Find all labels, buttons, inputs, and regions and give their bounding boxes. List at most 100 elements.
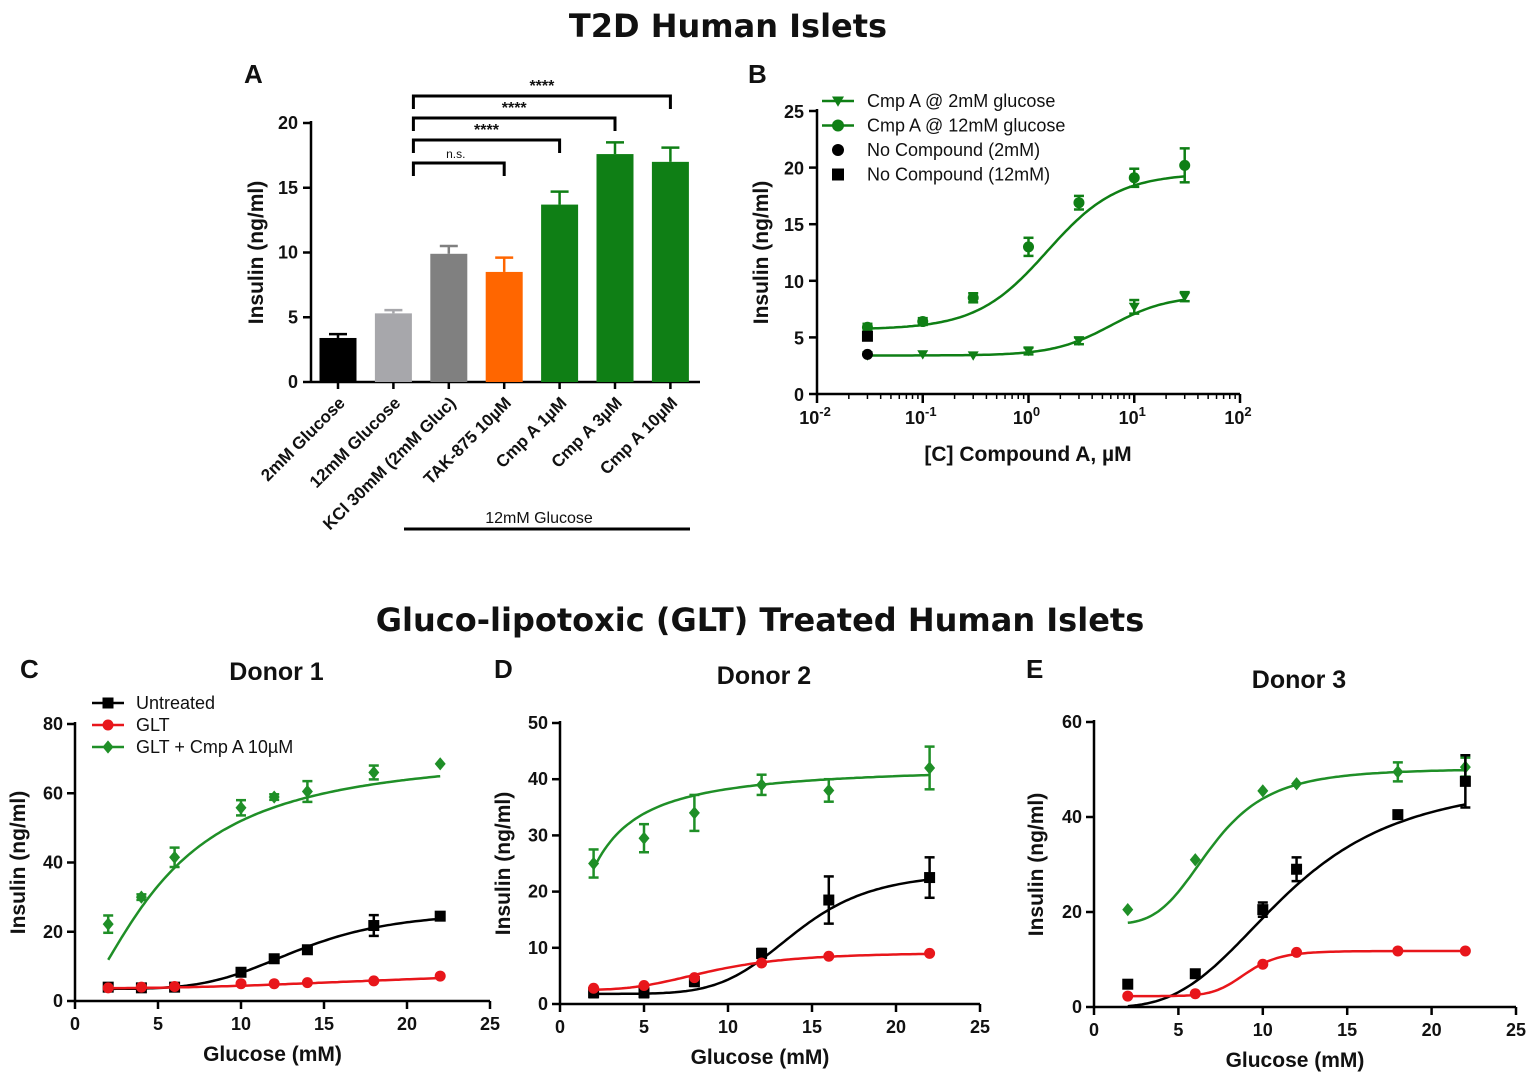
y-tick-label: 60	[1062, 712, 1082, 732]
data-point	[756, 957, 768, 969]
data-point	[368, 975, 380, 987]
data-point-series-3	[861, 348, 873, 360]
data-point	[235, 966, 247, 978]
group-label: 12mM Glucose	[485, 510, 593, 527]
x-tick-label: 20	[886, 1017, 906, 1037]
x-tick-base: 10	[1119, 408, 1139, 428]
data-point	[823, 783, 835, 798]
y-tick-label: 0	[1072, 997, 1082, 1017]
x-tick-label: 5	[639, 1017, 649, 1037]
data-point	[1459, 945, 1471, 957]
data-point-series-1	[1128, 302, 1140, 313]
x-axis-label: Glucose (mM)	[1226, 1049, 1365, 1072]
x-tick-label: 15	[802, 1017, 822, 1037]
x-tick-label: 20	[1422, 1020, 1442, 1040]
y-tick-label: 10	[784, 272, 804, 292]
legend-marker	[102, 697, 114, 709]
data-point	[1122, 990, 1134, 1002]
bar-2	[374, 313, 412, 382]
data-point	[368, 920, 380, 932]
comparison-label: n.s.	[446, 147, 465, 161]
data-point	[1122, 978, 1134, 990]
data-point	[268, 790, 280, 804]
data-point	[924, 761, 936, 775]
y-tick-label: 0	[53, 991, 63, 1011]
data-point	[102, 917, 114, 931]
x-tick-base: 10	[1224, 408, 1244, 428]
y-axis-label: Insulin (ng/ml)	[1025, 793, 1048, 936]
panel-d-letter: D	[494, 654, 513, 684]
data-point	[268, 978, 280, 990]
data-point-series-2	[1128, 172, 1140, 184]
y-tick-label: 0	[288, 372, 298, 392]
y-tick-label: 80	[43, 714, 63, 734]
x-tick-base: 10	[1013, 408, 1033, 428]
y-tick-label: 5	[288, 307, 298, 327]
data-point	[434, 970, 446, 982]
data-point	[1392, 765, 1404, 779]
data-point-series-2	[967, 292, 979, 304]
comparison-bracket	[411, 116, 617, 131]
comparison-label: ****	[474, 122, 500, 139]
x-tick-label: 25	[480, 1014, 500, 1034]
y-tick-label: 40	[528, 769, 548, 789]
y-tick-label: 15	[278, 178, 298, 198]
y-axis-label: Insulin (ng/ml)	[7, 791, 30, 934]
y-tick-label: 40	[1062, 807, 1082, 827]
x-tick-label: 25	[1506, 1020, 1526, 1040]
y-axis-label: Insulin (ng/ml)	[750, 181, 773, 324]
data-point	[301, 784, 313, 799]
data-point	[1392, 809, 1404, 821]
panel-title: Donor 2	[717, 662, 811, 690]
panel-d-donor2-chart: Donor 2 0 10 20 30 40 50 0 5 10 15 20 25 Glucose (mM)…	[492, 662, 990, 1069]
x-tick-label: 10-1	[905, 404, 937, 428]
data-point	[588, 856, 600, 871]
legend-label: GLT	[136, 715, 170, 735]
panel-e-letter: E	[1026, 654, 1043, 684]
y-tick-label: 20	[1062, 902, 1082, 922]
data-point-series-1	[967, 351, 979, 361]
y-tick-label: 15	[784, 215, 804, 235]
x-tick-base: 10	[905, 408, 925, 428]
legend-label: GLT + Cmp A 10µM	[136, 737, 293, 757]
comparison-label: ****	[529, 78, 555, 95]
data-point-series-2	[1179, 159, 1191, 171]
legend-marker	[832, 96, 844, 107]
x-axis-label: Glucose (mM)	[203, 1043, 342, 1066]
data-point	[1189, 988, 1201, 1000]
fit-curve-glt-cmp-a-10-m	[1127, 768, 1466, 925]
legend-marker	[832, 168, 844, 181]
legend-label: No Compound (2mM)	[867, 140, 1040, 160]
bar-3	[430, 253, 468, 382]
data-point	[1291, 946, 1303, 958]
x-axis-label: Glucose (mM)	[691, 1046, 830, 1069]
y-axis-label: Insulin (ng/ml)	[245, 181, 268, 324]
y-tick-label: 20	[43, 922, 63, 942]
data-point	[368, 765, 380, 780]
x-tick-label: 101	[1119, 404, 1146, 428]
data-point	[588, 982, 600, 994]
legend-marker	[102, 719, 114, 731]
data-point	[235, 978, 247, 990]
legend-marker	[832, 144, 844, 156]
x-tick-exponent: 1	[1139, 404, 1146, 419]
x-tick-exponent: 0	[1033, 404, 1040, 419]
bar-4	[485, 271, 523, 382]
data-point-series-1	[1023, 346, 1034, 357]
legend-label: Untreated	[136, 693, 215, 713]
data-point	[1392, 945, 1404, 957]
data-point	[756, 947, 768, 959]
data-point	[135, 890, 147, 904]
bar-6	[596, 154, 634, 382]
fit-curve-untreated	[593, 878, 930, 996]
y-tick-label: 30	[528, 825, 548, 845]
y-tick-label: 20	[784, 159, 804, 179]
x-tick-label: 20	[397, 1014, 417, 1034]
data-point	[169, 980, 181, 992]
data-point-series-1	[1073, 336, 1085, 347]
data-point	[638, 987, 650, 999]
data-point	[1257, 958, 1269, 970]
data-point	[924, 872, 936, 884]
x-tick-label: 15	[314, 1014, 334, 1034]
